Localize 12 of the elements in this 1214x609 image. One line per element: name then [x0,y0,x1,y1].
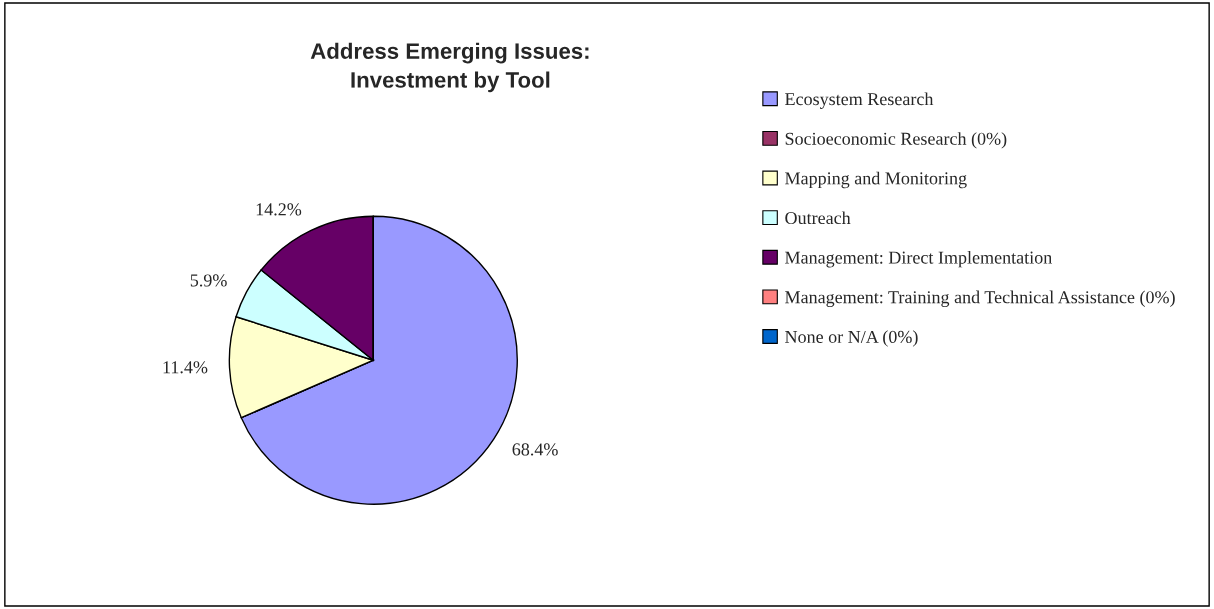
chart-title: Address Emerging Issues: Investment by Tool [310,42,589,93]
legend-label: Mapping and Monitoring [785,171,967,189]
legend-label: None or N/A (0%) [785,330,918,347]
legend-label: Ecosystem Research [785,92,934,109]
legend-label: Outreach [785,211,851,225]
legend-label: Management: Direct Implementation [785,250,1052,268]
legend-label: Management: Training and Technical Assistance (0%) [785,290,1175,308]
legend-label: Socioeconomic Research (0%) [785,132,1007,149]
data-label: 68.4% [512,443,558,456]
data-label: 11.4% [163,361,208,374]
data-label: 5.9% [190,274,227,287]
data-label: 14.2% [256,203,302,216]
